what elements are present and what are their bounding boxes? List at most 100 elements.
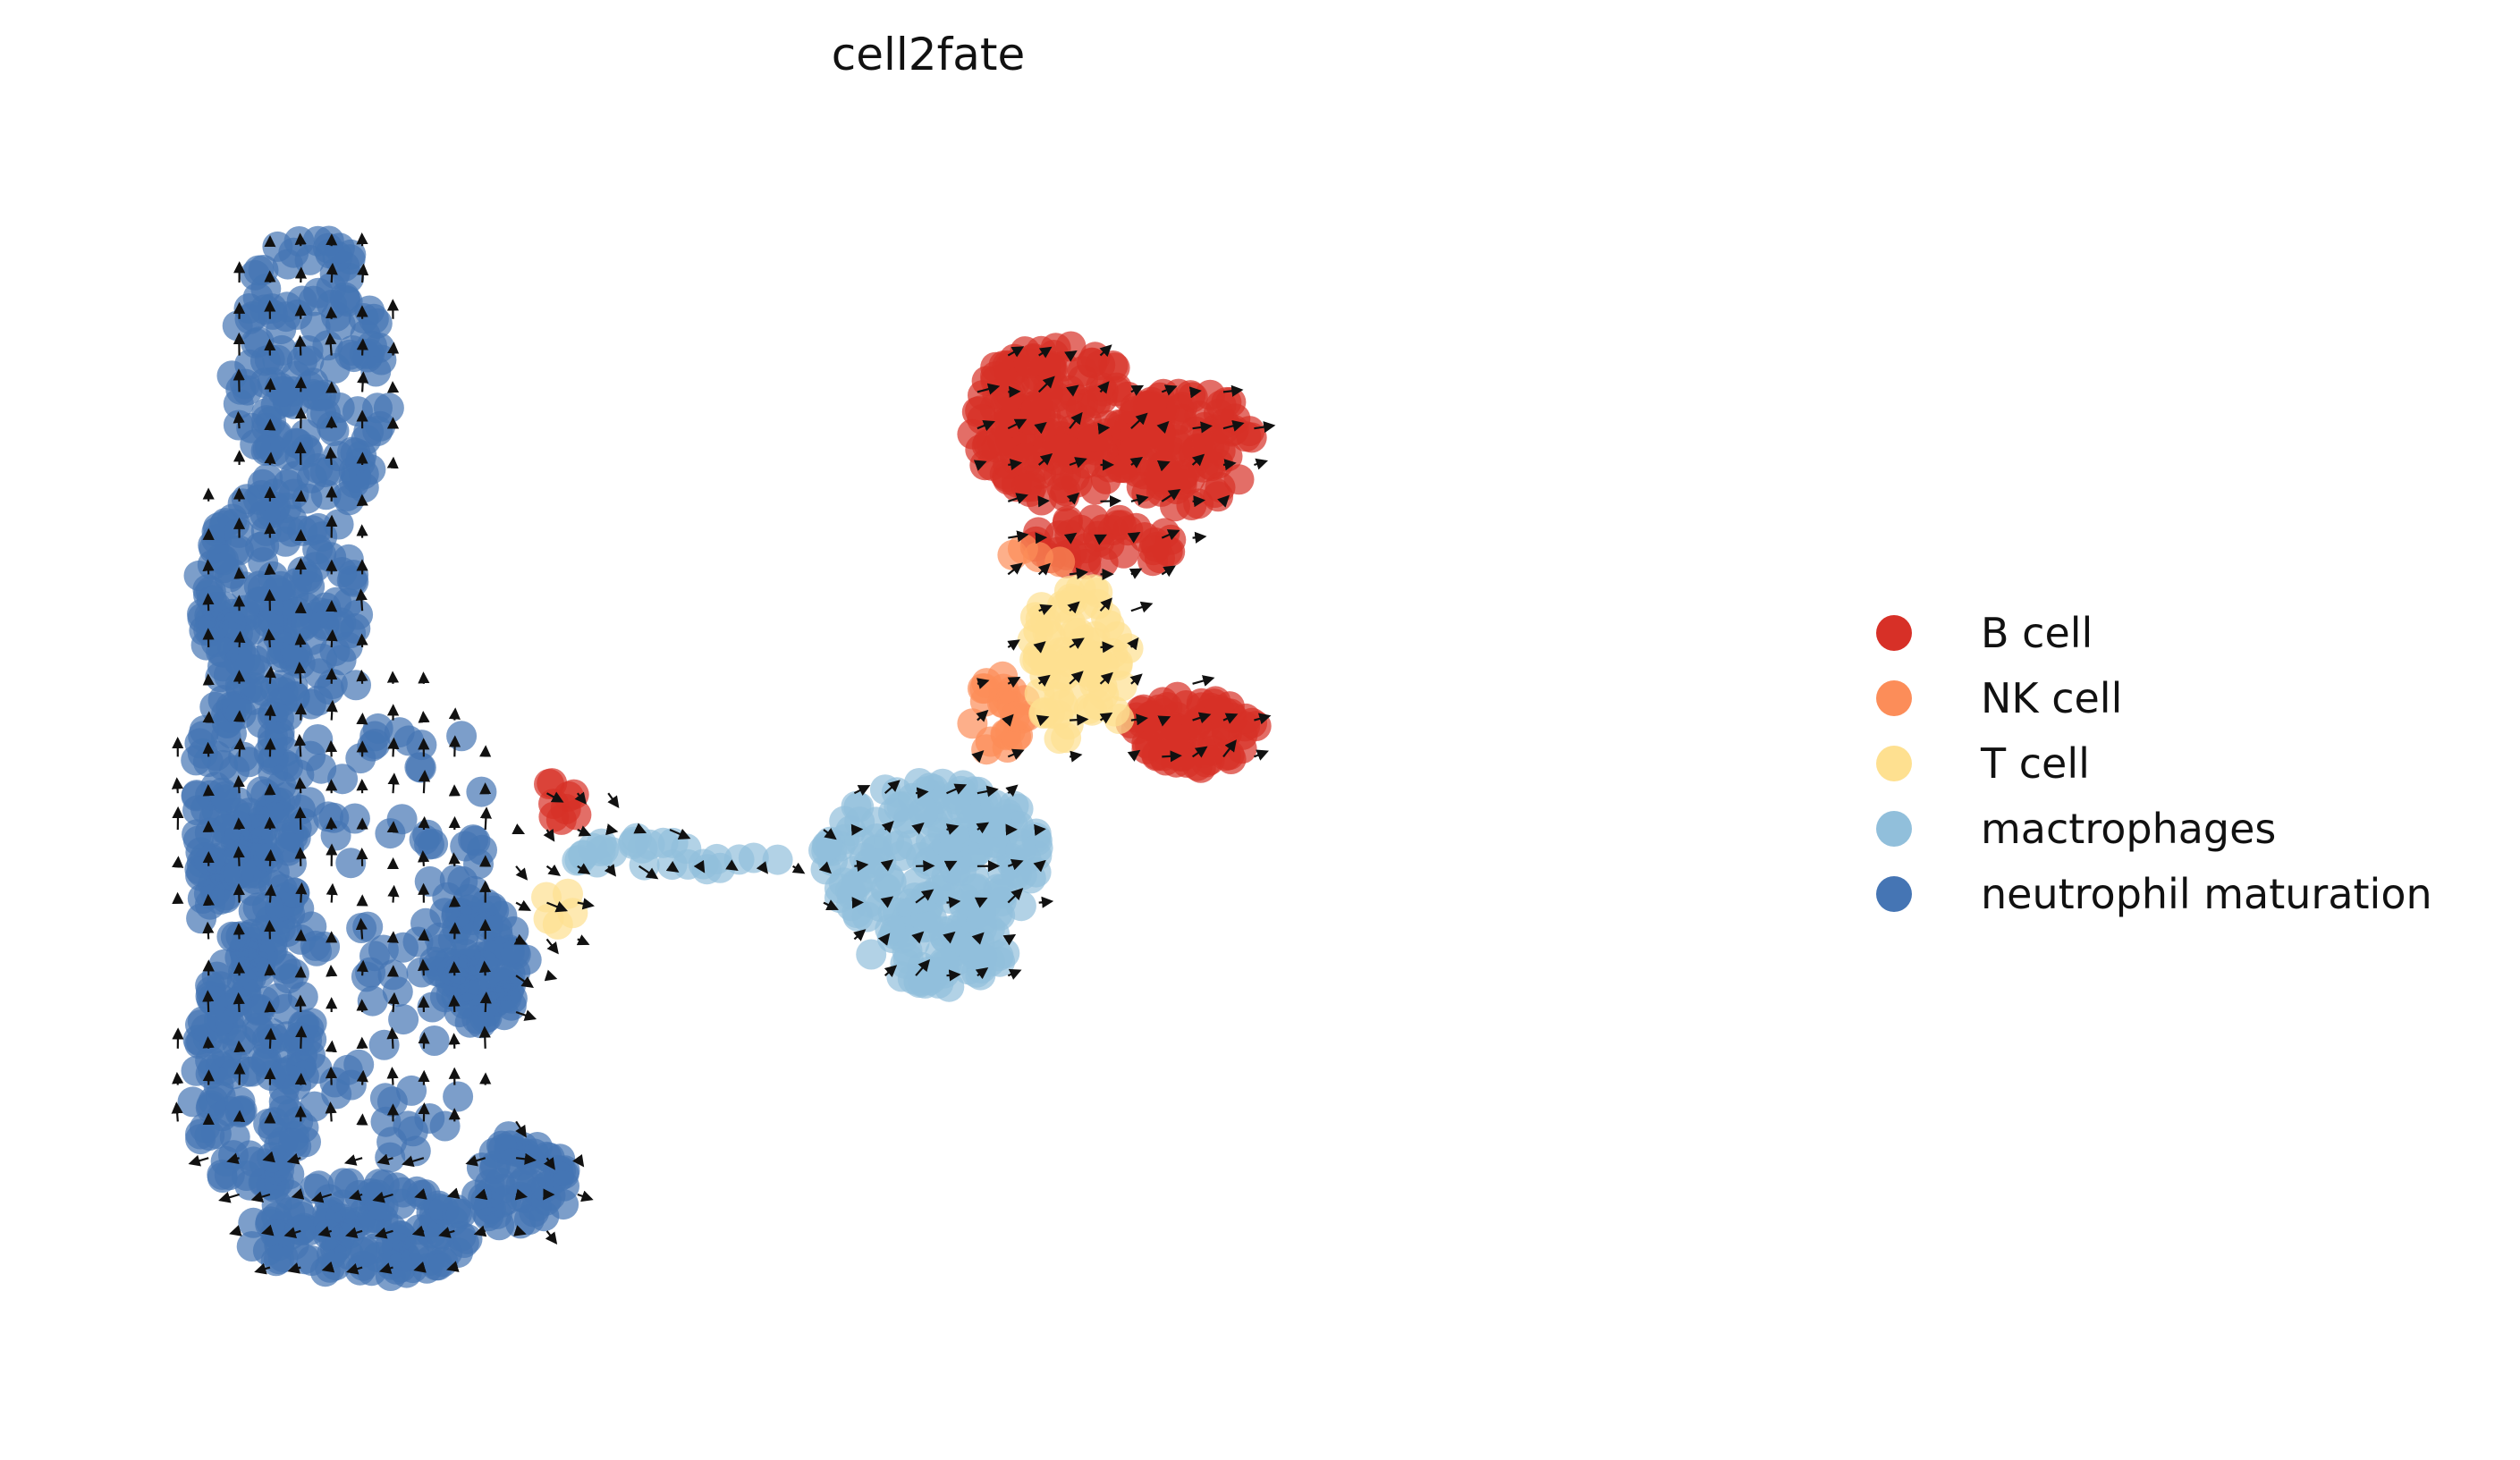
velocity-arrow — [545, 864, 561, 876]
velocity-arrow — [1192, 675, 1215, 687]
point-neutrophil-maturation — [219, 1121, 250, 1152]
velocity-arrow — [326, 965, 338, 977]
velocity-arrow — [1192, 421, 1213, 434]
velocity-arrow — [1254, 713, 1272, 725]
point-b-cell — [1215, 744, 1247, 774]
velocity-arrow — [356, 338, 368, 356]
velocity-arrow — [1007, 418, 1027, 430]
velocity-arrow — [294, 847, 307, 866]
point-mactrophages — [877, 798, 909, 829]
velocity-arrow — [823, 827, 837, 840]
point-neutrophil-maturation — [291, 608, 321, 639]
velocity-arrow — [945, 823, 960, 835]
velocity-arrow — [374, 1227, 393, 1239]
velocity-arrow — [1156, 460, 1171, 472]
point-b-cell — [1205, 435, 1236, 467]
velocity-arrow — [321, 1261, 335, 1273]
velocity-arrow — [1007, 346, 1025, 358]
point-b-cell — [1161, 429, 1192, 460]
velocity-arrow — [474, 1188, 488, 1201]
point-neutrophil-maturation — [206, 543, 236, 574]
legend-label-neutrophil-maturation: neutrophil maturation — [1981, 870, 2432, 918]
velocity-arrow — [974, 897, 988, 908]
velocity-arrow — [977, 785, 999, 798]
point-neutrophil-maturation — [361, 308, 393, 339]
velocity-arrow — [448, 1033, 461, 1049]
point-t-cell — [1058, 682, 1089, 713]
velocity-arrow — [294, 489, 307, 502]
velocity-arrow — [418, 770, 431, 794]
velocity-arrow — [263, 629, 275, 648]
velocity-arrow — [413, 1261, 427, 1273]
velocity-arrow — [515, 1152, 537, 1165]
velocity-arrow — [1162, 750, 1182, 763]
velocity-arrow — [853, 785, 871, 796]
velocity-arrow — [515, 1009, 537, 1021]
velocity-arrow — [1037, 674, 1051, 688]
point-neutrophil-maturation — [429, 1110, 461, 1142]
velocity-arrow — [513, 1225, 527, 1236]
velocity-arrow — [387, 342, 400, 356]
velocity-arrow — [325, 446, 337, 466]
point-neutrophil-maturation — [530, 1185, 562, 1216]
velocity-arrow — [1157, 715, 1171, 727]
velocity-arrow — [325, 333, 337, 356]
point-b-cell — [534, 769, 564, 799]
velocity-arrow — [823, 899, 839, 910]
velocity-arrow — [576, 934, 590, 946]
point-neutrophil-maturation — [406, 957, 437, 988]
velocity-arrow — [326, 882, 338, 903]
velocity-arrow — [577, 863, 591, 874]
point-nk-cell — [997, 539, 1028, 570]
velocity-arrow — [356, 633, 368, 648]
point-t-cell — [1099, 696, 1130, 727]
point-neutrophil-maturation — [214, 1160, 245, 1191]
point-nk-cell — [1023, 542, 1053, 572]
velocity-arrow — [515, 975, 535, 989]
velocity-arrow — [1002, 933, 1017, 946]
point-neutrophil-maturation — [368, 934, 399, 966]
point-neutrophil-maturation — [236, 412, 267, 443]
point-b-cell — [1205, 390, 1237, 421]
velocity-arrow — [294, 232, 307, 247]
velocity-arrow — [943, 860, 958, 872]
point-neutrophil-maturation — [211, 814, 242, 845]
velocity-arrow — [880, 859, 894, 872]
velocity-arrow — [818, 861, 832, 874]
velocity-arrow — [326, 816, 338, 831]
velocity-arrow — [233, 1040, 246, 1053]
velocity-arrow — [378, 1262, 393, 1274]
velocity-arrow — [202, 559, 215, 575]
point-t-cell — [1029, 696, 1061, 728]
point-neutrophil-maturation — [443, 1081, 474, 1112]
velocity-arrow — [283, 1227, 301, 1238]
velocity-arrow — [264, 848, 276, 866]
velocity-arrow — [1192, 531, 1207, 544]
point-neutrophil-maturation — [324, 232, 355, 264]
legend-label-nk-cell: NK cell — [1981, 674, 2122, 722]
velocity-arrow — [414, 1188, 427, 1200]
velocity-arrow — [791, 862, 806, 874]
velocity-arrow — [545, 938, 559, 955]
velocity-arrow — [218, 1191, 240, 1203]
velocity-arrow — [880, 896, 894, 908]
point-b-cell — [1032, 378, 1063, 409]
velocity-arrow — [1129, 568, 1143, 579]
point-neutrophil-maturation — [375, 1142, 406, 1173]
legend-marker-nk-cell — [1876, 680, 1912, 716]
velocity-arrow — [233, 630, 246, 648]
velocity-arrow — [310, 1191, 333, 1203]
point-neutrophil-maturation — [222, 693, 253, 724]
velocity-arrow — [345, 1262, 363, 1275]
legend: B cell NK cell T cell mactrophages neutrophi… — [1876, 609, 2432, 918]
point-neutrophil-maturation — [286, 346, 317, 376]
velocity-arrow — [1037, 495, 1050, 508]
velocity-arrow — [326, 629, 338, 648]
velocity-arrow — [515, 865, 529, 881]
velocity-arrow — [1156, 420, 1170, 434]
point-neutrophil-maturation — [370, 1106, 402, 1137]
legend-marker-neutrophil-maturation — [1876, 876, 1912, 912]
velocity-arrow — [418, 711, 430, 723]
point-mactrophages — [1015, 863, 1046, 894]
